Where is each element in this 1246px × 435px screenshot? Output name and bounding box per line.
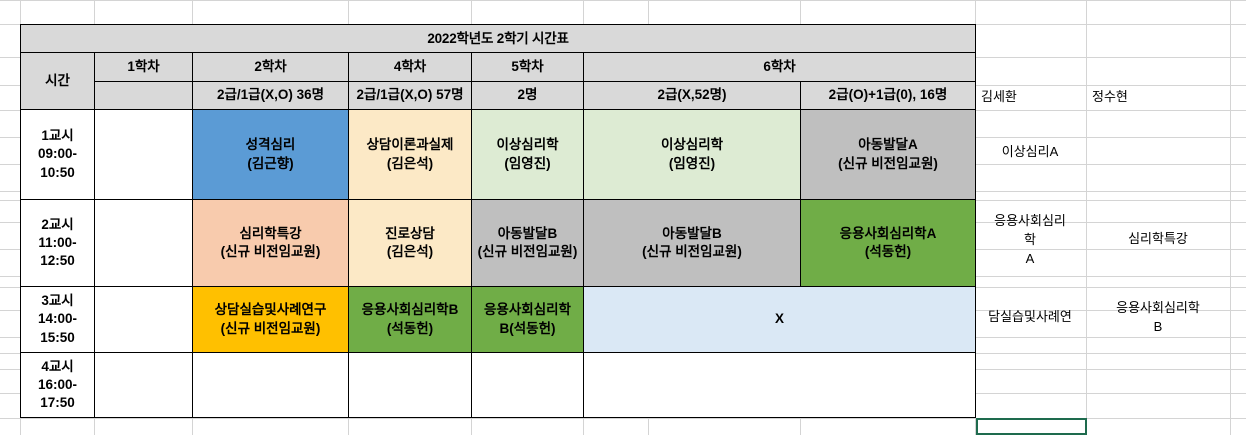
course-cell[interactable]: 진로상담 (김은석) [348, 199, 472, 287]
course-cell[interactable]: 응용사회심리학B (석동헌) [348, 286, 472, 353]
course-cell[interactable]: 심리학특강 (신규 비전임교원) [192, 199, 349, 287]
course-cell[interactable] [471, 352, 584, 418]
course-cell-unavailable[interactable]: X [582, 286, 977, 353]
timetable-row: 2교시 11:00- 12:50 심리학특강 (신규 비전임교원) 진로상담 (… [20, 199, 977, 287]
period-label: 2교시 11:00- 12:50 [20, 199, 95, 287]
course-name: 상담실습및사례연구 [214, 302, 327, 318]
period-name: 1교시 [41, 128, 74, 144]
course-teacher: (신규 비전임교원) [838, 155, 938, 171]
timetable-header-row: 시간 1학차 2학차 4학차 5학차 6학차 [20, 52, 977, 110]
period-label: 1교시 09:00- 10:50 [20, 109, 95, 200]
subheader-col-6: 2급(O)+1급(0), 16명 [799, 80, 977, 111]
course-teacher: (김은석) [386, 244, 434, 259]
course-cell[interactable]: 이상심리학 (임영진) [471, 109, 584, 200]
subheader-col-2: 2급/1급(X,O) 36명 [192, 80, 349, 111]
course-cell[interactable]: 상담실습및사례연구 (신규 비전임교원) [192, 286, 349, 353]
course-teacher: (신규 비전임교원) [642, 244, 742, 259]
timetable-row: 3교시 14:00- 15:50 상담실습및사례연구 (신규 비전임교원) 응용… [20, 286, 977, 353]
period-name: 3교시 [41, 293, 74, 309]
period-end: 12:50 [40, 253, 75, 269]
side-note-b-3[interactable]: 응용사회심리학 B [1116, 300, 1200, 334]
active-cell-selection[interactable] [976, 418, 1087, 435]
course-teacher: (김근향) [247, 155, 294, 171]
side-note-a-3[interactable]: 담실습및사례연 [988, 309, 1072, 324]
course-name: 응용사회심리학B [361, 302, 459, 318]
course-cell[interactable] [192, 352, 349, 418]
period-start: 11:00- [38, 234, 77, 250]
course-cell[interactable]: 아동발달A (신규 비전임교원) [799, 109, 977, 200]
course-cell[interactable]: 이상심리학 (임영진) [583, 109, 801, 200]
period-end: 10:50 [40, 164, 75, 180]
period-name: 2교시 [41, 216, 74, 232]
header-col-1: 1학차 [94, 52, 193, 82]
course-name: 응용사회심리학 [484, 302, 571, 318]
course-name: 이상심리학 [496, 137, 559, 153]
course-name: 성격심리 [245, 137, 296, 153]
course-cell[interactable] [94, 286, 193, 353]
course-teacher: (김은석) [386, 155, 434, 171]
period-end: 15:50 [40, 329, 75, 345]
side-note-a-2[interactable]: 응용사회심리 학 A [994, 213, 1066, 266]
period-label: 4교시 16:00- 17:50 [20, 352, 95, 418]
course-cell[interactable] [94, 352, 193, 418]
course-teacher: (석동헌) [386, 320, 434, 336]
page-title: 2022학년도 2학기 시간표 [19, 23, 977, 54]
side-header-b[interactable]: 정수현 [1092, 89, 1128, 104]
subheader-col-1 [94, 80, 193, 111]
period-start: 09:00- [37, 146, 78, 162]
header-col-2: 2학차 [192, 52, 349, 82]
course-name: 심리학특강 [239, 225, 302, 241]
course-name: 상담이론과실제 [366, 137, 454, 153]
course-teacher: (신규 비전임교원) [220, 320, 321, 336]
course-name: 진로상담 [385, 225, 435, 241]
course-name: 이상심리학 [660, 137, 724, 153]
course-cell[interactable] [94, 199, 193, 287]
course-cell[interactable] [582, 352, 977, 418]
period-name: 4교시 [41, 358, 74, 374]
subheader-col-5: 2급(X,52명) [583, 80, 801, 111]
course-teacher: (임영진) [668, 155, 716, 171]
header-col-4: 5학차 [471, 52, 584, 82]
course-name: 아동발달B [497, 225, 558, 241]
timetable-row: 1교시 09:00- 10:50 성격심리 (김근향) 상담이론과실제 (김은석… [20, 109, 977, 200]
course-name: 아동발달A [858, 137, 918, 153]
course-cell[interactable]: 성격심리 (김근향) [192, 109, 349, 200]
period-label: 3교시 14:00- 15:50 [20, 286, 95, 353]
course-cell[interactable]: 응용사회심리학A (석동헌) [799, 199, 977, 287]
course-teacher: B(석동헌) [499, 320, 556, 336]
course-name: X [775, 311, 785, 327]
period-start: 16:00- [37, 376, 78, 392]
course-cell[interactable]: 상담이론과실제 (김은석) [348, 109, 472, 200]
side-header-a[interactable]: 김세환 [981, 89, 1017, 104]
subheader-col-4: 2명 [471, 80, 584, 111]
course-teacher: (신규 비전임교원) [477, 244, 578, 259]
course-cell[interactable]: 아동발달B (신규 비전임교원) [583, 199, 801, 287]
timetable-title-row: 2022학년도 2학기 시간표 [19, 23, 977, 54]
header-time: 시간 [20, 52, 95, 110]
timetable-subheader-row: 2급/1급(X,O) 36명 2급/1급(X,O) 57명 2명 2급(X,52… [21, 80, 977, 111]
header-col-5: 6학차 [582, 52, 977, 82]
header-col-3: 4학차 [348, 52, 472, 82]
period-end: 17:50 [40, 395, 75, 411]
course-teacher: (임영진) [504, 155, 551, 171]
course-cell[interactable] [94, 109, 193, 200]
course-teacher: (석동헌) [864, 244, 912, 259]
course-cell[interactable]: 아동발달B (신규 비전임교원) [471, 199, 584, 287]
side-note-b-2[interactable]: 심리학특강 [1128, 231, 1188, 246]
timetable-row: 4교시 16:00- 17:50 [20, 352, 977, 418]
side-note-a-1[interactable]: 이상심리A [1001, 144, 1059, 159]
course-cell[interactable]: 응용사회심리학 B(석동헌) [471, 286, 584, 353]
timetable[interactable]: 2022학년도 2학기 시간표 시간 1학차 2학차 4학차 5학차 6학차 2… [19, 23, 977, 418]
period-start: 14:00- [37, 311, 78, 327]
course-cell[interactable] [348, 352, 472, 418]
subheader-col-3: 2급/1급(X,O) 57명 [348, 80, 472, 111]
course-name: 아동발달B [662, 225, 722, 241]
course-name: 응용사회심리학A [839, 225, 937, 241]
course-teacher: (신규 비전임교원) [220, 244, 321, 259]
